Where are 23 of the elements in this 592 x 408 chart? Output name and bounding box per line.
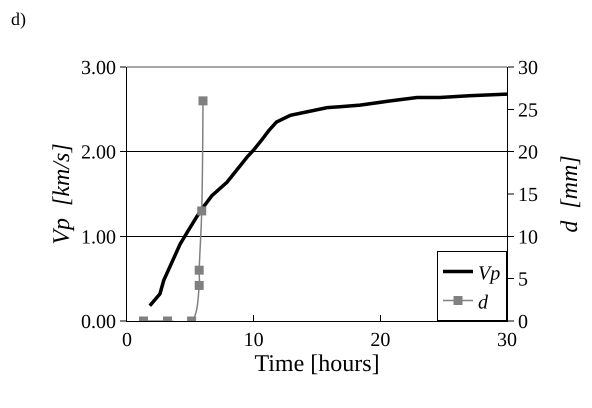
x-tick-label: 0 (122, 329, 132, 351)
x-tick-label: 10 (244, 329, 264, 351)
y2-tick-label: 20 (518, 142, 538, 164)
x-tick-label: 20 (370, 329, 390, 351)
point (198, 96, 208, 106)
y2-tick-label: 15 (518, 184, 538, 206)
y2-tick-label: 10 (518, 226, 538, 248)
y2-tick-label: 25 (518, 99, 538, 122)
text: d) (11, 9, 26, 29)
y-tick-label: 2.00 (81, 142, 116, 164)
x-axis-title: Time [hours] (254, 351, 380, 377)
x-tick-label: 30 (497, 329, 517, 351)
legend-label: Vp (478, 262, 500, 284)
y2-tick-label: 30 (518, 57, 538, 79)
y-tick-label: 1.00 (81, 226, 116, 248)
y-axis-title: Vp [km/s] (49, 143, 75, 245)
point (197, 206, 206, 216)
y-tick-label: 3.00 (81, 57, 116, 79)
y2-tick-label: 5 (518, 268, 528, 291)
legend-label: d (478, 291, 489, 314)
y2-axis-title: d [mm] (557, 155, 583, 233)
y-tick-label: 0.00 (81, 311, 116, 333)
y2-tick-label: 0 (518, 311, 528, 333)
